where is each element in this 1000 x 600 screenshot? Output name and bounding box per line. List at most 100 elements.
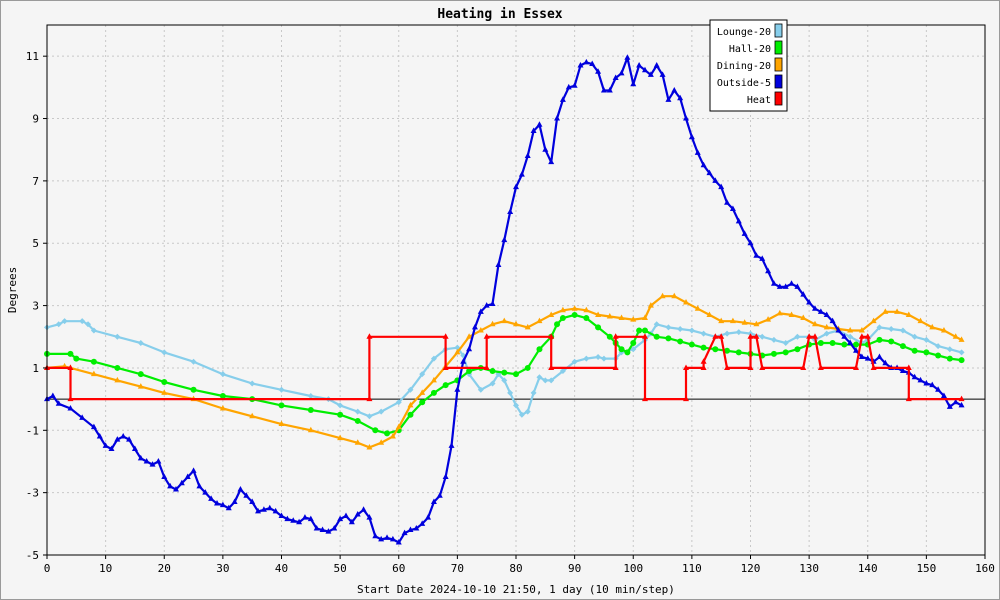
- data-point: [466, 333, 473, 339]
- data-point: [507, 208, 514, 215]
- data-point: [542, 377, 549, 384]
- data-point: [864, 355, 871, 361]
- data-point: [337, 434, 344, 441]
- data-point: [823, 330, 830, 337]
- data-point: [419, 399, 426, 406]
- data-point: [724, 347, 731, 354]
- data-point: [102, 442, 109, 448]
- data-point: [501, 377, 508, 384]
- data-point: [929, 381, 936, 388]
- legend-label: Hall-20: [729, 44, 771, 55]
- data-point: [137, 340, 144, 346]
- data-point: [67, 395, 74, 402]
- data-point: [395, 539, 402, 545]
- data-point: [378, 408, 385, 415]
- data-point: [131, 445, 138, 451]
- data-point: [137, 383, 144, 389]
- data-point: [671, 292, 678, 299]
- data-point: [618, 69, 625, 76]
- data-point: [712, 177, 719, 183]
- data-point: [284, 515, 291, 522]
- data-point: [671, 86, 678, 93]
- data-point: [641, 314, 648, 321]
- data-point: [161, 473, 168, 480]
- data-point: [413, 525, 420, 531]
- data-point: [958, 336, 965, 342]
- data-point: [858, 333, 865, 339]
- data-point: [360, 506, 367, 512]
- data-point: [858, 327, 865, 333]
- data-point: [853, 341, 860, 348]
- data-point: [425, 514, 432, 520]
- data-point: [729, 205, 736, 211]
- data-point: [911, 373, 918, 380]
- series-lounge-20: [44, 318, 965, 420]
- data-point: [389, 535, 396, 542]
- data-point: [378, 439, 385, 445]
- chart-title: Heating in Essex: [437, 7, 562, 22]
- data-point: [448, 442, 455, 448]
- data-point: [794, 346, 801, 353]
- data-point: [694, 149, 701, 155]
- data-point: [184, 473, 191, 480]
- data-point: [190, 358, 197, 365]
- data-point: [202, 489, 209, 495]
- data-point: [659, 71, 666, 77]
- data-point: [741, 230, 748, 236]
- data-point: [899, 367, 906, 374]
- data-point: [677, 338, 684, 345]
- data-point: [214, 500, 221, 506]
- data-point: [436, 492, 443, 498]
- data-point: [571, 311, 578, 318]
- data-point: [700, 344, 707, 351]
- data-point: [765, 316, 772, 322]
- data-point: [606, 313, 613, 319]
- data-point: [870, 364, 877, 370]
- x-tick-label: 70: [451, 562, 464, 575]
- data-point: [811, 305, 818, 311]
- data-point: [524, 408, 531, 415]
- data-point: [858, 353, 865, 360]
- data-point: [958, 349, 965, 356]
- data-point: [958, 395, 965, 402]
- data-point: [90, 370, 97, 377]
- data-point: [559, 315, 566, 322]
- data-point: [49, 392, 56, 398]
- data-point: [501, 236, 508, 243]
- data-point: [612, 333, 619, 339]
- data-point: [841, 333, 848, 339]
- data-point: [829, 317, 836, 324]
- data-point: [641, 395, 648, 402]
- data-point: [683, 298, 690, 305]
- legend-swatch: [774, 40, 783, 55]
- data-point: [430, 376, 437, 383]
- data-point: [489, 368, 496, 375]
- data-point: [811, 333, 818, 339]
- data-point: [419, 389, 426, 395]
- data-point: [700, 364, 707, 370]
- data-point: [565, 83, 572, 90]
- data-point: [823, 311, 830, 317]
- x-axis-label: Start Date 2024-10-10 21:50, 1 day (10 m…: [357, 583, 675, 596]
- data-point: [278, 386, 285, 393]
- x-tick-label: 110: [682, 562, 702, 575]
- data-point: [770, 350, 777, 357]
- data-point: [337, 402, 344, 409]
- data-point: [466, 345, 473, 352]
- data-point: [378, 535, 385, 542]
- data-point: [630, 340, 637, 346]
- data-point: [530, 127, 537, 133]
- data-point: [366, 333, 373, 339]
- data-point: [384, 534, 391, 540]
- data-point: [307, 426, 314, 433]
- data-point: [835, 327, 842, 333]
- data-point: [524, 152, 531, 158]
- legend-box: [709, 19, 788, 112]
- data-point: [249, 380, 256, 387]
- data-point: [729, 317, 736, 324]
- data-point: [817, 364, 824, 370]
- data-point: [430, 355, 437, 362]
- data-point: [841, 341, 848, 348]
- data-point: [61, 318, 68, 325]
- data-point: [337, 411, 344, 418]
